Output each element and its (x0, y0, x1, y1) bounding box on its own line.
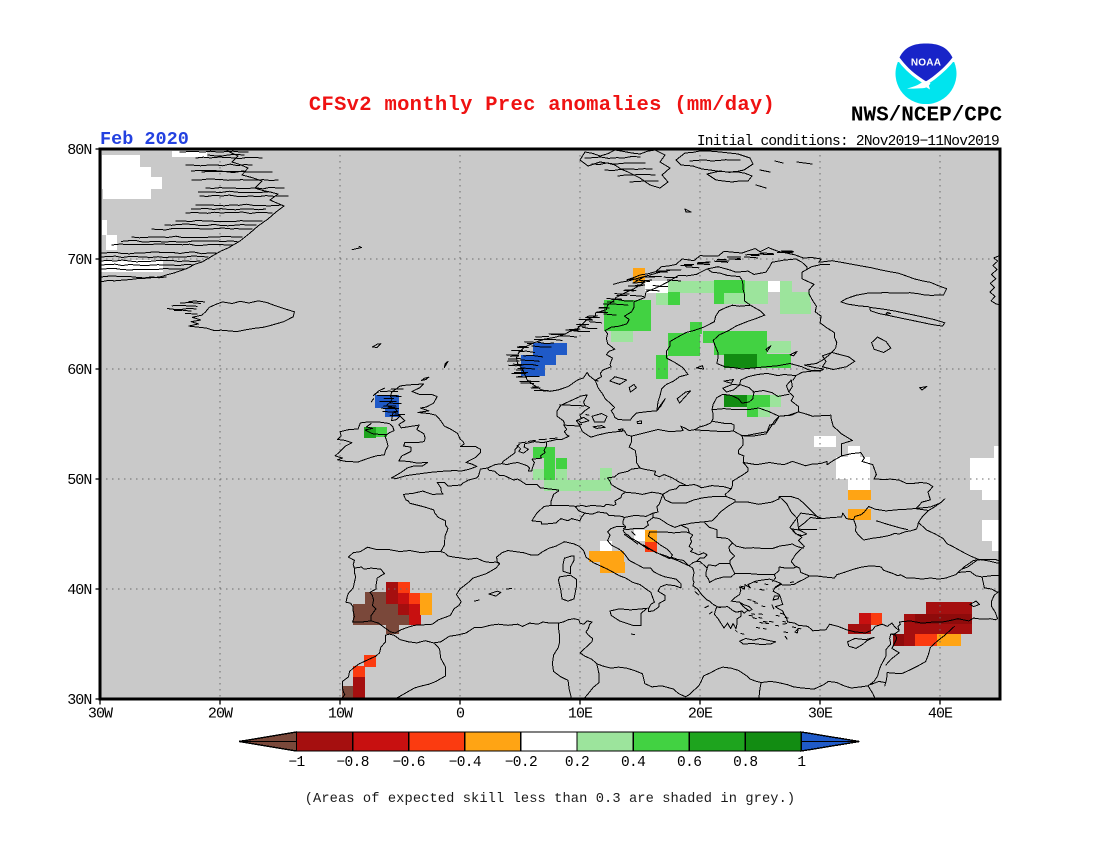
svg-text:(Areas of expected skill less: (Areas of expected skill less than 0.3 a… (305, 792, 796, 807)
svg-text:−0.4: −0.4 (449, 755, 481, 771)
svg-text:−0.2: −0.2 (505, 755, 537, 771)
svg-text:Initial conditions: 2Nov2019−1: Initial conditions: 2Nov2019−11Nov2019 (697, 134, 999, 150)
svg-text:30N: 30N (67, 692, 91, 709)
svg-text:30E: 30E (808, 706, 833, 723)
svg-text:10W: 10W (328, 706, 353, 723)
svg-text:0: 0 (456, 706, 465, 723)
svg-text:20E: 20E (688, 706, 713, 723)
svg-text:60N: 60N (67, 362, 91, 379)
svg-text:70N: 70N (67, 252, 91, 269)
svg-text:10E: 10E (568, 706, 593, 723)
svg-text:−0.6: −0.6 (392, 755, 424, 771)
svg-text:NOAA: NOAA (911, 58, 941, 69)
svg-text:80N: 80N (67, 142, 91, 159)
svg-text:40E: 40E (928, 706, 953, 723)
svg-text:30W: 30W (88, 706, 113, 723)
svg-text:CFSv2 monthly Prec anomalies (: CFSv2 monthly Prec anomalies (mm/day) (309, 94, 775, 117)
svg-text:20W: 20W (208, 706, 233, 723)
svg-text:0.6: 0.6 (677, 755, 701, 771)
svg-text:1: 1 (797, 755, 805, 771)
svg-text:0.4: 0.4 (621, 755, 645, 771)
svg-text:50N: 50N (67, 472, 91, 489)
svg-text:40N: 40N (67, 582, 91, 599)
svg-text:Feb 2020: Feb 2020 (100, 129, 189, 150)
svg-text:NWS/NCEP/CPC: NWS/NCEP/CPC (851, 105, 1003, 128)
svg-text:0.2: 0.2 (565, 755, 589, 771)
svg-text:−1: −1 (288, 755, 304, 771)
svg-text:−0.8: −0.8 (336, 755, 368, 771)
svg-text:0.8: 0.8 (733, 755, 757, 771)
